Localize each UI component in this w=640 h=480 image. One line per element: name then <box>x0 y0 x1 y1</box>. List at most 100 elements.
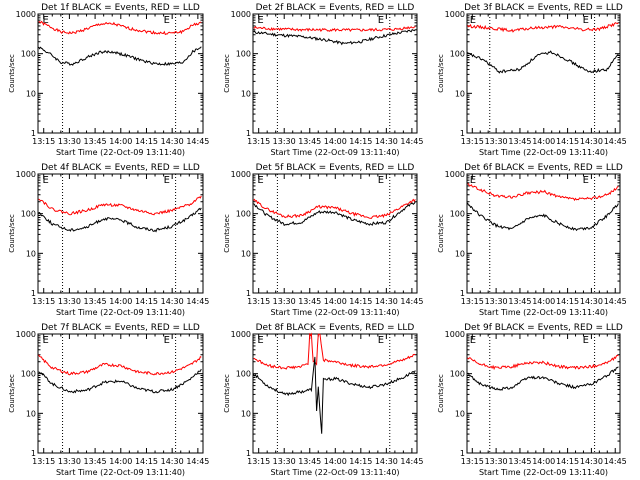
series-lld-red <box>253 332 416 370</box>
y-tick-label: 1000 <box>16 330 36 339</box>
series-events-black <box>467 202 619 232</box>
series-lld-red <box>467 354 619 371</box>
x-tick-label: 14:45 <box>604 297 627 306</box>
plot-frame <box>252 173 418 294</box>
y-axis-label: Counts/sec <box>223 214 231 253</box>
x-tick-label: 14:30 <box>161 457 184 466</box>
y-tick-label: 10 <box>26 249 36 258</box>
x-tick-label: 14:15 <box>556 137 579 146</box>
x-tick-label: 13:45 <box>298 297 321 306</box>
plot-frame <box>466 333 621 454</box>
x-tick-label: 13:15 <box>461 457 484 466</box>
event-marker-label: E <box>257 15 263 26</box>
series-lld-red <box>253 198 416 220</box>
x-tick-label: 14:45 <box>400 297 423 306</box>
y-tick-label: 1 <box>31 289 36 298</box>
x-tick-label: 13:15 <box>32 297 55 306</box>
x-tick-label: 14:45 <box>400 137 423 146</box>
x-tick-label: 14:30 <box>375 137 398 146</box>
x-tick-label: 14:15 <box>135 457 158 466</box>
x-tick-label: 13:45 <box>508 457 531 466</box>
event-marker-label: E <box>164 175 170 186</box>
y-tick-label: 100 <box>236 210 251 219</box>
chart-title: Det 6f BLACK = Events, RED = LLD <box>464 163 623 173</box>
series-lld-red <box>467 183 619 202</box>
y-tick-label: 1 <box>246 289 251 298</box>
y-tick-label: 1000 <box>445 330 465 339</box>
x-tick-label: 14:45 <box>604 137 627 146</box>
x-tick-label: 14:15 <box>135 137 158 146</box>
x-tick-label: 14:15 <box>556 457 579 466</box>
x-tick-label: 14:00 <box>109 457 132 466</box>
y-tick-label: 100 <box>236 50 251 59</box>
y-tick-label: 10 <box>26 89 36 98</box>
x-tick-label: 13:45 <box>84 137 107 146</box>
chart-panel-3: Det 3f BLACK = Events, RED = LLD 1 10 100 10… <box>437 3 627 157</box>
x-tick-label: 13:30 <box>58 297 81 306</box>
x-tick-label: 14:30 <box>580 457 603 466</box>
chart-title: Det 8f BLACK = Events, RED = LLD <box>256 323 415 333</box>
y-tick-label: 100 <box>450 370 465 379</box>
x-tick-label: 14:30 <box>375 297 398 306</box>
x-tick-label: 14:30 <box>580 297 603 306</box>
event-marker-label: E <box>257 335 263 346</box>
y-tick-label: 1 <box>246 449 251 458</box>
x-tick-label: 13:15 <box>32 457 55 466</box>
y-tick-label: 10 <box>455 409 465 418</box>
x-tick-label: 14:30 <box>161 297 184 306</box>
x-tick-label: 13:30 <box>58 457 81 466</box>
y-axis-label: Counts/sec <box>437 214 445 253</box>
y-tick-label: 10 <box>241 89 251 98</box>
x-tick-label: 14:15 <box>349 137 372 146</box>
y-axis-label: Counts/sec <box>437 374 445 413</box>
event-marker-label: E <box>583 335 589 346</box>
series-lld-red <box>38 20 202 36</box>
chart-title: Det 4f BLACK = Events, RED = LLD <box>41 163 200 173</box>
x-tick-label: 13:30 <box>58 137 81 146</box>
x-tick-label: 14:00 <box>324 297 347 306</box>
y-tick-label: 100 <box>450 210 465 219</box>
x-tick-label: 14:00 <box>324 457 347 466</box>
event-marker-label: E <box>43 335 49 346</box>
plot-frame <box>37 333 204 454</box>
y-tick-label: 1 <box>460 129 465 138</box>
y-tick-label: 1 <box>246 129 251 138</box>
event-marker-label: E <box>470 335 476 346</box>
chart-panel-5: Det 5f BLACK = Events, RED = LLD 1 10 100 10… <box>223 163 423 317</box>
y-tick-label: 100 <box>21 370 36 379</box>
x-tick-label: 13:30 <box>273 137 296 146</box>
x-tick-label: 13:45 <box>84 297 107 306</box>
chart-panel-1: Det 1f BLACK = Events, RED = LLD 1 10 100 10… <box>8 3 209 157</box>
y-axis-label: Counts/sec <box>223 54 231 93</box>
x-tick-label: 14:15 <box>349 297 372 306</box>
chart-panel-9: Det 9f BLACK = Events, RED = LLD 1 10 100 10… <box>437 323 627 477</box>
series-events-black <box>253 201 416 227</box>
y-tick-label: 1000 <box>445 10 465 19</box>
series-lld-red <box>38 195 202 216</box>
y-tick-label: 10 <box>241 409 251 418</box>
y-tick-label: 100 <box>450 50 465 59</box>
x-tick-label: 13:45 <box>508 137 531 146</box>
y-axis-label: Counts/sec <box>8 214 16 253</box>
series-events-black <box>253 29 416 46</box>
y-tick-label: 1 <box>460 289 465 298</box>
x-axis-label: Start Time (22-Oct-09 13:11:40) <box>56 308 185 317</box>
x-tick-label: 13:30 <box>273 457 296 466</box>
y-tick-label: 1000 <box>445 170 465 179</box>
x-tick-label: 14:45 <box>604 457 627 466</box>
y-tick-label: 1 <box>31 129 36 138</box>
x-tick-label: 13:15 <box>247 457 270 466</box>
x-tick-label: 14:30 <box>375 457 398 466</box>
y-axis-label: Counts/sec <box>8 374 16 413</box>
y-tick-label: 10 <box>241 249 251 258</box>
chart-title: Det 1f BLACK = Events, RED = LLD <box>41 3 200 13</box>
x-axis-label: Start Time (22-Oct-09 13:11:40) <box>270 308 399 317</box>
y-tick-label: 10 <box>455 249 465 258</box>
series-lld-red <box>467 22 619 33</box>
event-marker-label: E <box>257 175 263 186</box>
chart-title: Det 9f BLACK = Events, RED = LLD <box>464 323 623 333</box>
x-tick-label: 13:45 <box>84 457 107 466</box>
x-tick-label: 14:45 <box>186 457 209 466</box>
y-tick-label: 1000 <box>16 10 36 19</box>
